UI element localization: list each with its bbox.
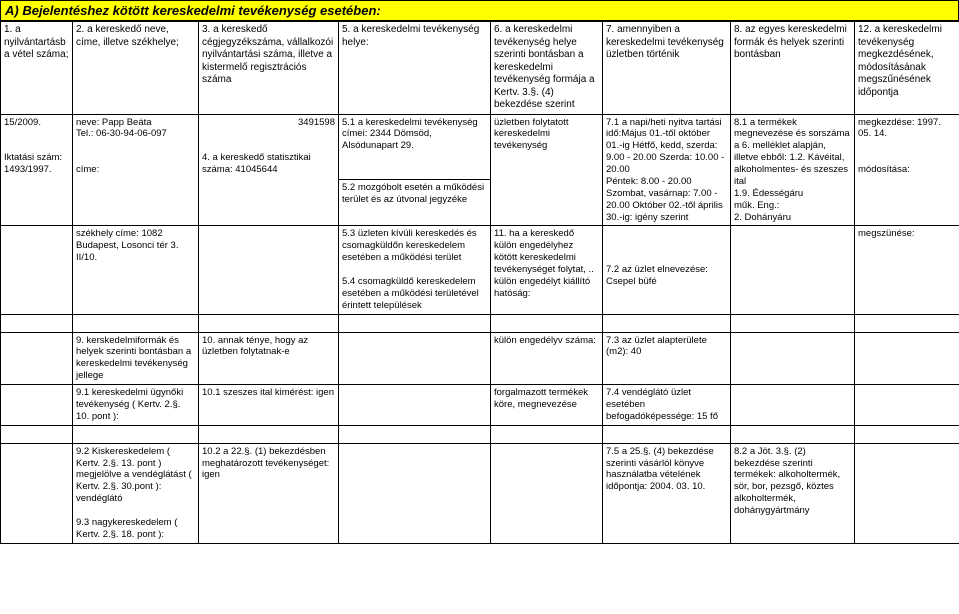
cell-dates: megkezdése: 1997. 05. 14. módosítása: (855, 114, 959, 226)
cell-shop-name: 7.2 az üzlet elnevezése: Csepel büfé (603, 226, 731, 314)
cell-offsite-sales: 5.3 üzleten kívüli kereskedés és csomagk… (339, 226, 491, 314)
reg-number: 15/2009. (4, 117, 41, 128)
section-title: A) Bejelentéshez kötött kereskedelmi tev… (0, 0, 959, 21)
shop-name-text: 7.2 az üzlet elnevezése: Csepel büfé (606, 264, 708, 287)
cell-r5-alcohol: 10.1 szeszes ital kimérést: igen (199, 385, 339, 426)
company-reg-id: 3491598 (202, 117, 335, 129)
start-date: megkezdése: 1997. 05. 14. (858, 117, 941, 140)
offsite-text: 5.3 üzleten kívüli kereskedés és csomagk… (342, 228, 477, 263)
stat-number: 4. a kereskedő statisztikai száma: 41045… (202, 152, 311, 175)
cell-special-permit: 11. ha a kereskedő külön engedélyhez köt… (491, 226, 603, 314)
header-col7: 8. az egyes kereskedelmi formák és helye… (731, 22, 855, 115)
cell-r4-7 (731, 332, 855, 385)
header-col5: 6. a kereskedelmi tevékenység helye szer… (491, 22, 603, 115)
header-col8: 12. a kereskedelmi tevékenység megkezdés… (855, 22, 959, 115)
header-col2: 2. a kereskedő neve, címe, illetve székh… (73, 22, 199, 115)
cell-r4-forms: 9. kerskedelmiformák és helyek szerinti … (73, 332, 199, 385)
cell-r4-permit-num: külön engedélyv száma: (491, 332, 603, 385)
merchant-name: neve: Papp Beáta Tel.: 06-30-94-06-097 (76, 117, 167, 140)
cell-r5-capacity: 7.4 vendéglátó üzlet esetében befogadóké… (603, 385, 731, 426)
cell-merchant-name: neve: Papp Beáta Tel.: 06-30-94-06-097 c… (73, 114, 199, 226)
cell-empty-2 (199, 226, 339, 314)
cell-empty-3 (731, 226, 855, 314)
cell-r4-fact: 10. annak ténye, hogy az üzletben folyta… (199, 332, 339, 385)
header-col3: 3. a kereskedő cégjegyzékszáma, vállalko… (199, 22, 339, 115)
cell-activity-address: 5.1 a kereskedelmi tevékenység címei: 23… (339, 114, 491, 180)
mailorder-text: 5.4 csomagküldő kereskedelem esetében a … (342, 276, 479, 311)
cell-r6-4 (339, 443, 491, 543)
cell-r5-7 (731, 385, 855, 426)
cell-r5-agent: 9.1 kereskedelmi ügynőki tevékenység ( K… (73, 385, 199, 426)
cell-r6-excise: 8.2 a Jöt. 3.§. (2) bekezdése szerinti t… (731, 443, 855, 543)
header-col1: 1. a nyilvántartásba vétel száma; (1, 22, 73, 115)
cell-r4-area: 7.3 az üzlet alapterülete (m2): 40 (603, 332, 731, 385)
cell-hq-address: székhely címe: 1082 Budapest, Losonci té… (73, 226, 199, 314)
cell-products: 8.1 a termékek megnevezése és sorszáma a… (731, 114, 855, 226)
cell-empty-1 (1, 226, 73, 314)
merchant-address-label: címe: (76, 164, 99, 175)
cell-mobile-shop: 5.2 mozgóbolt esetén a működési terület … (339, 180, 491, 226)
retail-text: 9.2 Kiskereskedelem ( Kertv. 2.§. 13. po… (76, 446, 192, 505)
main-table: 1. a nyilvántartásba vétel száma; 2. a k… (0, 21, 959, 544)
cell-r4-4 (339, 332, 491, 385)
cell-r5-4 (339, 385, 491, 426)
cell-end-date: megszünése: (855, 226, 959, 314)
cell-r6-8 (855, 443, 959, 543)
header-col4: 5. a kereskedelmi tevékenység helye: (339, 22, 491, 115)
cell-r4-1 (1, 332, 73, 385)
cell-r6-activity: 10.2 a 22.§. (1) bekezdésben meghatározo… (199, 443, 339, 543)
cell-r6-1 (1, 443, 73, 543)
filing-number: Iktatási szám: 1493/1997. (4, 152, 62, 175)
header-col6: 7. amennyiben a kereskedelmi tevékenység… (603, 22, 731, 115)
cell-reg-number: 15/2009. Iktatási szám: 1493/1997. (1, 114, 73, 226)
cell-r4-8 (855, 332, 959, 385)
cell-r6-retail: 9.2 Kiskereskedelem ( Kertv. 2.§. 13. po… (73, 443, 199, 543)
cell-activity-form: üzletben folytatott kereskedelmi tevéken… (491, 114, 603, 226)
cell-r6-5 (491, 443, 603, 543)
wholesale-text: 9.3 nagykereskedelem ( Kertv. 2.§. 18. p… (76, 517, 177, 540)
cell-r5-products: forgalmazott termékek köre, megnevezése (491, 385, 603, 426)
cell-opening-hours: 7.1 a napi/heti nyitva tartási idő:Május… (603, 114, 731, 226)
cell-r6-book: 7.5 a 25.§. (4) bekezdése szerinti vásár… (603, 443, 731, 543)
cell-reg-id: 3491598 4. a kereskedő statisztikai szám… (199, 114, 339, 226)
cell-r5-1 (1, 385, 73, 426)
cell-r5-8 (855, 385, 959, 426)
modify-date: módosítása: (858, 164, 910, 175)
